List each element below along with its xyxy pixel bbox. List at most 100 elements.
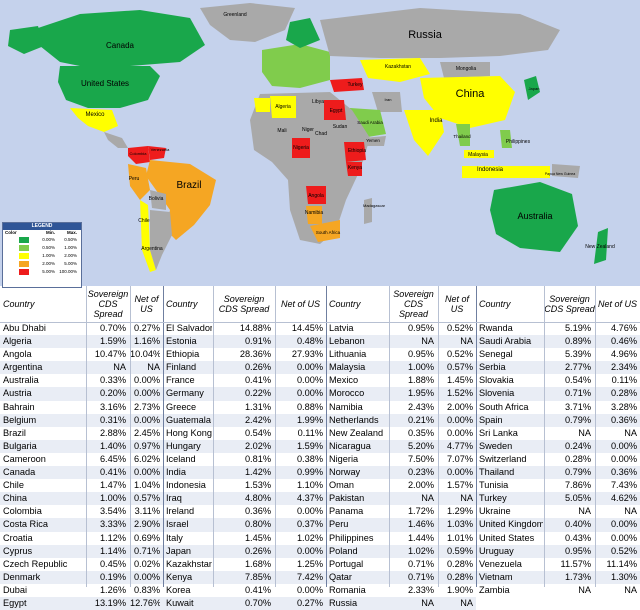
map-label: Philippines — [506, 139, 531, 145]
table-row: Kazakhstan 1.68% 1.25% — [163, 558, 326, 571]
table-row: China 1.00% 0.57% — [0, 492, 163, 506]
legend-swatch — [19, 253, 29, 259]
net-of-us: 4.37% — [296, 493, 323, 504]
country-name: Lithuania — [329, 349, 367, 360]
table-row: Indonesia 1.53% 1.10% — [163, 479, 326, 492]
header-country: Country — [3, 299, 35, 309]
country-name: Saudi Arabia — [479, 336, 532, 347]
map-label: Sudan — [333, 124, 348, 130]
map-label: Greenland — [223, 12, 247, 18]
net-of-us: 0.36% — [610, 467, 637, 478]
country-name: Nigeria — [329, 453, 359, 464]
country-name: Morocco — [329, 388, 365, 399]
country-name: Hong Kong — [166, 427, 212, 438]
cds-spread: 0.71% — [407, 571, 434, 582]
table-row: Portugal 0.71% 0.28% — [326, 558, 476, 571]
cds-spread: 2.42% — [244, 414, 271, 425]
world-map: Greenland Canada United States Mexico Brazil… — [0, 0, 640, 286]
table-row: Tunisia 7.86% 7.43% — [476, 479, 640, 492]
cds-spread: 0.26% — [244, 545, 271, 556]
morocco-shape — [254, 98, 270, 112]
table-row: Iraq 4.80% 4.37% — [163, 492, 326, 506]
cds-spread: 0.54% — [564, 375, 591, 386]
table-row: Costa Rica 3.33% 2.90% — [0, 518, 163, 532]
table-block: Country Sovereign CDS Spread Net of US Abu … — [0, 286, 163, 610]
table-row: South Africa 3.71% 3.28% — [476, 401, 640, 414]
country-name: Peru — [329, 519, 349, 530]
country-name: Mexico — [329, 375, 359, 386]
table-header: Country Sovereign CDS Spread Net of US — [0, 286, 163, 322]
net-of-us: 0.11% — [611, 375, 637, 386]
malaysia-shape — [464, 150, 494, 158]
net-of-us: 1.45% — [446, 375, 473, 386]
net-of-us: 14.45% — [291, 323, 323, 333]
table-block: Country Sovereign CDS Spread Net of US Rwan… — [476, 286, 640, 595]
table-row: Ethiopia 28.36% 27.93% — [163, 348, 326, 361]
header-net: Net of US — [444, 294, 469, 314]
net-of-us: 0.46% — [610, 336, 637, 347]
table-row: Ireland 0.36% 0.00% — [163, 505, 326, 518]
country-name: Oman — [329, 480, 355, 491]
map-label: Bolivia — [149, 196, 164, 202]
cds-spread: 0.79% — [564, 414, 591, 425]
table-row: Peru 1.46% 1.03% — [326, 518, 476, 532]
country-name: United Kingdom — [479, 519, 543, 530]
cds-spread: 0.31% — [99, 414, 126, 425]
table-row: Kenya 7.85% 7.42% — [163, 570, 326, 584]
cds-spread: 6.45% — [99, 453, 126, 464]
map-label: Australia — [517, 211, 552, 221]
net-of-us: NA — [460, 597, 473, 608]
table-row: Namibia 2.43% 2.00% — [326, 401, 476, 414]
net-of-us: 4.96% — [610, 349, 637, 360]
table-row: Mexico 1.88% 1.45% — [326, 374, 476, 387]
thailand-shape — [456, 124, 470, 146]
table-block: Country Sovereign CDS Spread Net of US El S… — [163, 286, 326, 610]
header-spread: Sovereign CDS Spread — [393, 289, 434, 319]
country-name: Kenya — [166, 571, 193, 582]
cds-spread: 0.95% — [407, 323, 434, 333]
table-row: Lithuania 0.95% 0.52% — [326, 348, 476, 361]
angola-shape — [306, 186, 326, 204]
table-row: Germany 0.22% 0.00% — [163, 387, 326, 401]
net-of-us: 0.00% — [610, 453, 637, 464]
block-divider — [476, 286, 477, 587]
country-name: Senegal — [479, 349, 513, 360]
country-name: Abu Dhabi — [3, 323, 46, 333]
column-divider — [130, 286, 131, 587]
net-of-us: 1.04% — [133, 480, 160, 491]
country-name: Costa Rica — [3, 519, 48, 530]
country-name: Denmark — [3, 571, 41, 582]
country-name: New Zealand — [329, 427, 384, 438]
country-name: Rwanda — [479, 323, 513, 333]
country-name: Dubai — [3, 584, 28, 595]
cds-spread: 1.59% — [99, 336, 126, 347]
brazil-shape — [146, 160, 216, 240]
table-row: El Salvador 14.88% 14.45% — [163, 322, 326, 335]
net-of-us: 0.36% — [610, 414, 637, 425]
net-of-us: 0.59% — [446, 545, 473, 556]
country-name: Portugal — [329, 558, 364, 569]
country-name: Thailand — [479, 467, 515, 478]
net-of-us: 0.00% — [610, 519, 637, 530]
country-name: Nicaragua — [329, 440, 371, 451]
column-divider — [544, 286, 545, 587]
map-label: Algeria — [275, 104, 291, 110]
map-label: Kenya — [348, 165, 362, 171]
table-row: Bulgaria 1.40% 0.97% — [0, 439, 163, 453]
cds-spread: 2.02% — [244, 440, 271, 451]
legend-row: 0.50% 1.00% — [3, 244, 81, 252]
table-row: Lebanon NA NA — [326, 335, 476, 349]
net-of-us: 0.27% — [133, 323, 160, 333]
table-row: Guatemala 2.42% 1.99% — [163, 413, 326, 427]
cds-spread: 5.20% — [407, 440, 434, 451]
country-name: Angola — [3, 349, 32, 360]
country-name: Sri Lanka — [479, 427, 518, 438]
legend-max: 0.50% — [64, 237, 77, 242]
colombia-shape — [128, 146, 150, 164]
russia-shape — [320, 8, 560, 58]
table-row: Korea 0.41% 0.00% — [163, 584, 326, 597]
net-of-us: 0.00% — [296, 545, 323, 556]
map-label: Saudi Arabia — [357, 120, 383, 125]
net-of-us: 0.48% — [296, 336, 323, 347]
table-row: Zambia NA NA — [476, 584, 640, 597]
